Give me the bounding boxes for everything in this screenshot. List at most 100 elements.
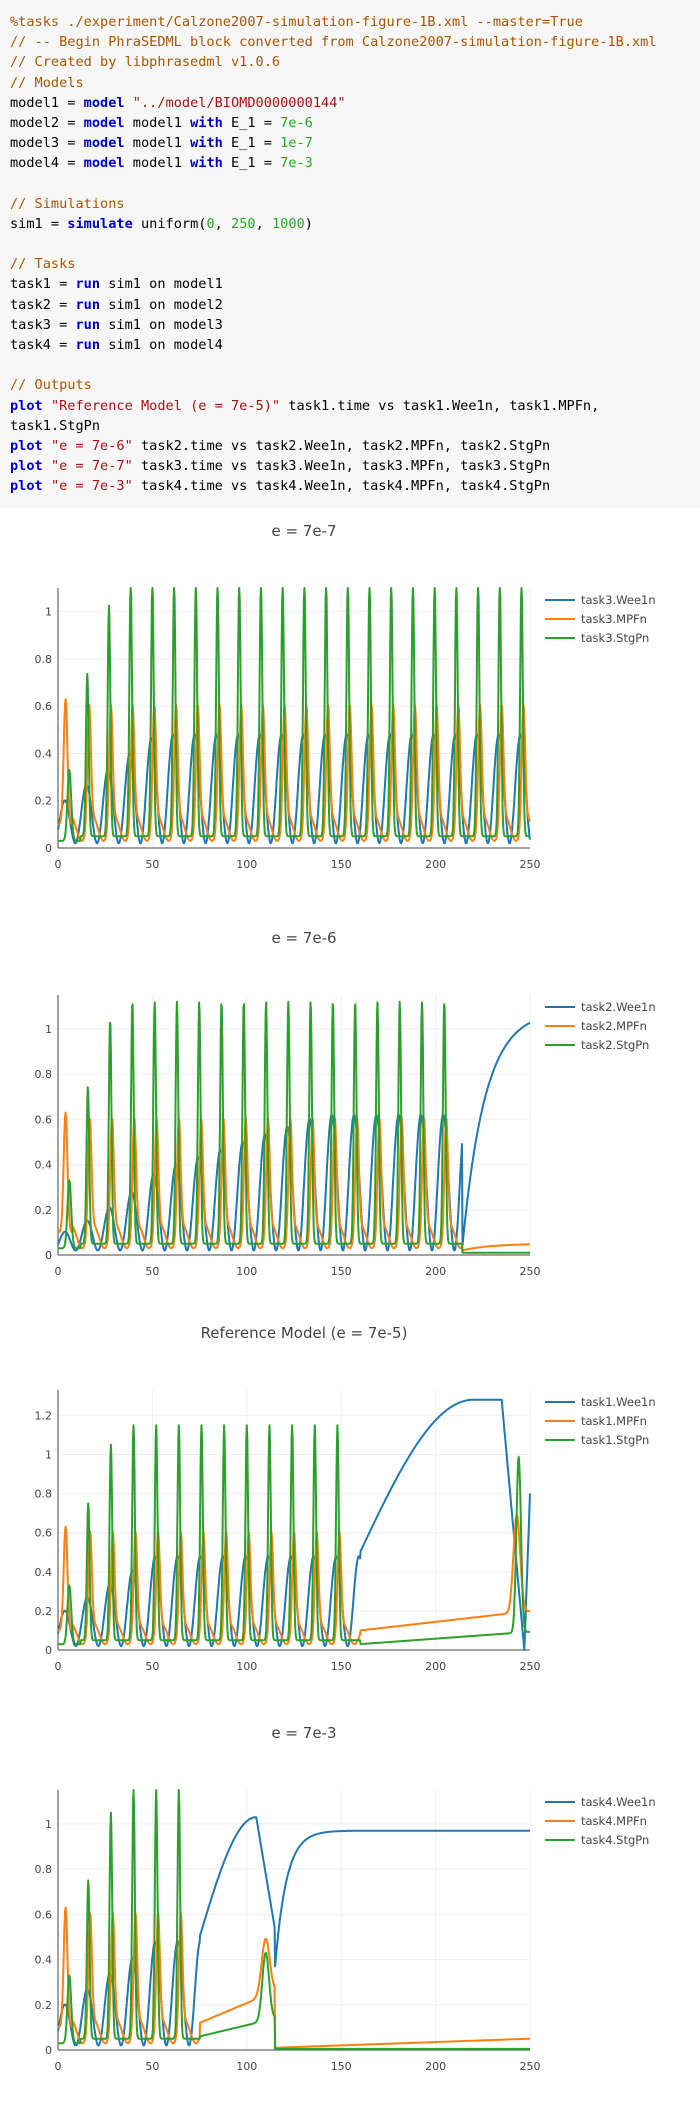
legend-label: task2.StgPn <box>581 1038 649 1052</box>
code-token: // Created by libphrasedml v1.0.6 <box>10 54 281 71</box>
code-token: 250 <box>231 215 256 232</box>
code-token <box>43 478 51 494</box>
code-line: task4 = run sim1 on model4 <box>10 335 690 355</box>
code-token: task3.time vs task3.Wee1n, task3.MPFn, t… <box>132 458 551 475</box>
series-line-task4-mpfn <box>57 1906 531 2049</box>
code-line: plot "Reference Model (e = 7e-5)" task1.… <box>10 396 690 416</box>
x-tick-label: 200 <box>425 1265 446 1278</box>
code-token: // Outputs <box>10 377 92 394</box>
legend-label: task4.Wee1n <box>581 1795 656 1809</box>
code-token: sim1 on model1 <box>100 276 223 293</box>
code-block: %tasks ./experiment/Calzone2007-simulati… <box>0 0 700 508</box>
series-line-task4-wee1n <box>57 1816 531 2047</box>
code-token: plot <box>10 397 43 414</box>
y-tick-label: 0.4 <box>35 1159 53 1172</box>
code-line: // Outputs <box>10 375 690 395</box>
legend-label: task1.StgPn <box>581 1433 649 1447</box>
code-token: sim1 = <box>10 215 68 232</box>
code-line: model4 = model model1 with E_1 = 7e-3 <box>10 153 690 173</box>
code-line: // Created by libphrasedml v1.0.6 <box>10 52 690 72</box>
legend-label: task1.MPFn <box>581 1414 647 1428</box>
code-line: plot "e = 7e-7" task3.time vs task3.Wee1… <box>10 456 690 476</box>
code-line: model1 = model "../model/BIOMD0000000144… <box>10 93 690 113</box>
code-token: 7e-6 <box>280 114 313 131</box>
y-tick-label: 1.2 <box>35 1409 53 1422</box>
y-tick-label: 0.8 <box>35 1068 53 1081</box>
x-tick-label: 250 <box>520 1265 541 1278</box>
code-token: task4 = <box>10 337 76 353</box>
y-tick-label: 0 <box>45 842 52 855</box>
y-tick-label: 0.6 <box>35 1113 53 1126</box>
x-tick-label: 50 <box>145 1660 159 1673</box>
series-line-task1-stgpn <box>57 1424 531 1646</box>
y-tick-label: 0.2 <box>35 1999 53 2012</box>
code-token: with <box>190 155 223 172</box>
legend-label: task2.Wee1n <box>581 1000 656 1014</box>
series-line-task3-stgpn <box>57 587 531 842</box>
code-line: task2 = run sim1 on model2 <box>10 295 690 315</box>
code-token: "e = 7e-6" <box>50 437 133 454</box>
x-tick-label: 0 <box>55 858 62 871</box>
code-token: plot <box>10 478 43 495</box>
code-token: simulate <box>67 215 133 232</box>
code-line: // Models <box>10 73 690 93</box>
code-token: model4 = <box>10 155 84 172</box>
series-line-task2-mpfn <box>57 1111 531 1252</box>
code-token <box>43 438 51 454</box>
code-line: %tasks ./experiment/Calzone2007-simulati… <box>10 12 690 32</box>
code-token: sim1 on model2 <box>100 296 223 313</box>
y-tick-label: 0.4 <box>35 1954 53 1967</box>
code-line: task1 = run sim1 on model1 <box>10 274 690 294</box>
chart-title: e = 7e-7 <box>271 522 336 540</box>
code-token: task1 = <box>10 276 76 293</box>
code-token: E_1 = <box>222 155 281 172</box>
code-token: ) <box>304 215 313 232</box>
code-token: with <box>190 135 223 152</box>
code-token: run <box>75 276 101 293</box>
legend-label: task3.Wee1n <box>581 593 656 607</box>
series-line-task3-mpfn <box>57 698 531 842</box>
code-token: 1e-7 <box>280 135 313 152</box>
code-token: task1.time vs task1.Wee1n, task1.MPFn, <box>280 397 600 414</box>
x-tick-label: 200 <box>425 1660 446 1673</box>
x-tick-label: 150 <box>331 858 352 871</box>
x-tick-label: 150 <box>331 1265 352 1278</box>
code-token: plot <box>10 458 43 475</box>
y-tick-label: 1 <box>45 606 52 619</box>
code-token: model <box>83 114 125 131</box>
x-tick-label: 150 <box>331 1660 352 1673</box>
chart-title: e = 7e-3 <box>271 1724 336 1742</box>
y-tick-label: 0 <box>45 1644 52 1657</box>
y-tick-label: 0 <box>45 2044 52 2057</box>
code-token: model1 <box>124 114 191 131</box>
code-token: , <box>214 215 232 232</box>
y-tick-label: 0.2 <box>35 795 53 808</box>
code-line: // -- Begin PhraSEDML block converted fr… <box>10 32 690 52</box>
code-token: task2 = <box>10 296 76 313</box>
chart-e-7e-7: e = 7e-7 0 50 100 150 200 250 0 0.2 0.4 0.6 0.8 1 tas… <box>35 522 656 871</box>
x-tick-label: 100 <box>236 858 257 871</box>
code-token: sim1 on model4 <box>100 337 223 353</box>
x-tick-label: 0 <box>55 2060 62 2073</box>
code-token: model1 <box>124 135 191 152</box>
legend-label: task4.MPFn <box>581 1814 647 1828</box>
x-tick-label: 50 <box>145 858 159 871</box>
code-token: 1000 <box>271 215 305 232</box>
code-token: run <box>75 296 101 313</box>
code-token: plot <box>10 437 43 454</box>
y-tick-label: 0 <box>45 1249 52 1262</box>
y-tick-label: 0.2 <box>35 1204 53 1217</box>
code-token: "e = 7e-3" <box>50 478 133 495</box>
code-token: model1 <box>124 155 191 172</box>
code-token: uniform( <box>132 215 207 232</box>
x-tick-label: 50 <box>145 2060 159 2073</box>
y-tick-label: 0.8 <box>35 653 53 666</box>
code-token: model2 = <box>10 114 84 131</box>
y-tick-label: 0.6 <box>35 1908 53 1921</box>
series-line-task4-stgpn <box>57 1789 531 2050</box>
code-token: task3 = <box>10 316 76 333</box>
x-tick-label: 250 <box>520 1660 541 1673</box>
y-tick-label: 0.6 <box>35 1527 53 1540</box>
code-token: task1.StgPn <box>10 417 101 434</box>
chart-title: Reference Model (e = 7e-5) <box>201 1324 408 1342</box>
